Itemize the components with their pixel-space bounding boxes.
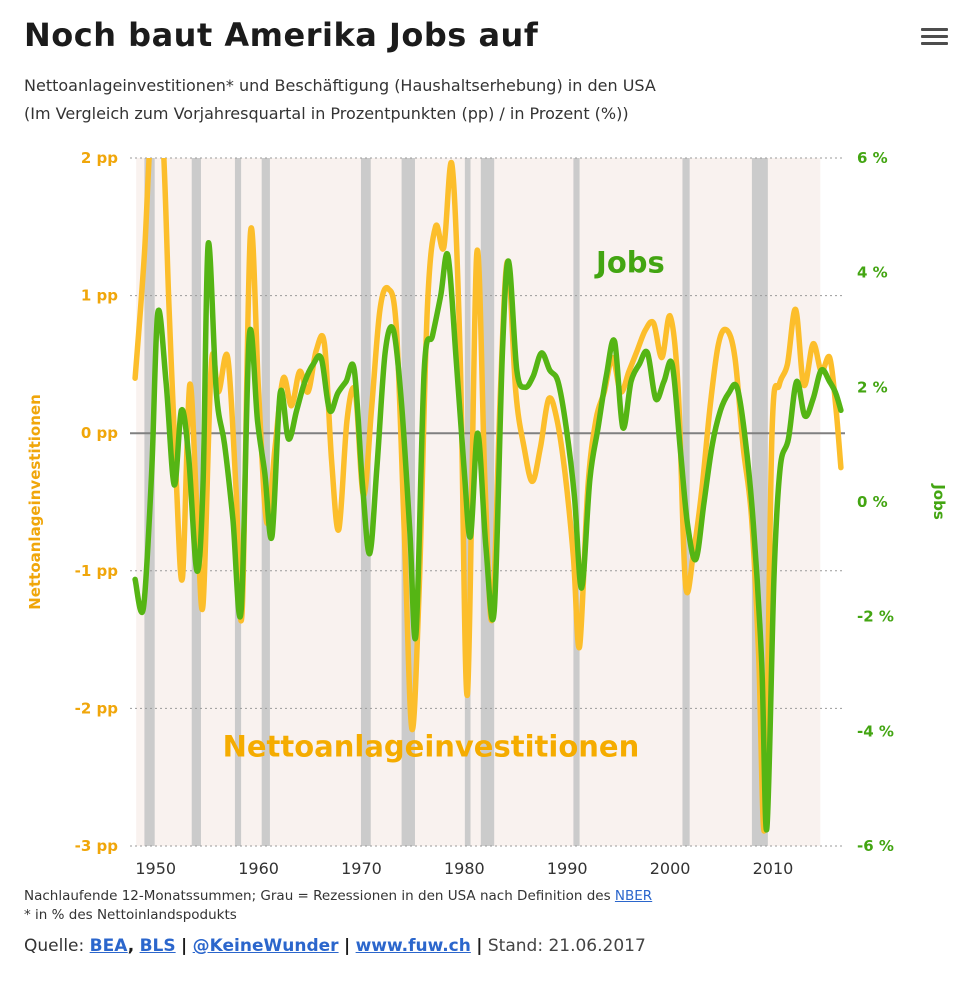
separator: | bbox=[343, 936, 351, 956]
left-axis-tick-label: -3 pp bbox=[75, 837, 119, 855]
jobs-series-line bbox=[132, 240, 844, 833]
context-menu-button[interactable] bbox=[921, 28, 948, 49]
series-label-jobs: Jobs bbox=[594, 246, 665, 280]
bls-link[interactable]: BLS bbox=[139, 936, 176, 956]
right-axis-tick-label: -2 % bbox=[857, 608, 894, 626]
keinewunder-link[interactable]: @KeineWunder bbox=[192, 936, 339, 956]
bea-link[interactable]: BEA bbox=[89, 936, 128, 956]
left-axis-title: Nettoanlageinvestitionen bbox=[26, 394, 44, 610]
page-title: Noch baut Amerika Jobs auf bbox=[24, 16, 539, 54]
right-axis-tick-label: -6 % bbox=[857, 837, 894, 855]
right-axis-tick-label: 6 % bbox=[857, 149, 888, 167]
source-prefix: Quelle: bbox=[24, 936, 85, 956]
left-axis-tick-label: -1 pp bbox=[75, 562, 119, 580]
right-axis-tick-label: 2 % bbox=[857, 378, 888, 396]
investment-series-line bbox=[132, 158, 844, 834]
separator: | bbox=[476, 936, 483, 956]
chart-subtitle-line2: (Im Vergleich zum Vorjahresquartal in Pr… bbox=[24, 104, 629, 123]
left-axis-tick-label: 1 pp bbox=[81, 287, 118, 305]
hamburger-icon bbox=[921, 42, 948, 45]
x-axis-tick-label: 1970 bbox=[341, 859, 382, 878]
left-axis-tick-label: 2 pp bbox=[81, 149, 118, 167]
footnote-text: Nachlaufende 12-Monatssummen; Grau = Rez… bbox=[24, 888, 615, 904]
x-axis-tick-label: 1980 bbox=[444, 859, 485, 878]
right-axis-tick-label: 0 % bbox=[857, 493, 888, 511]
chart-footnote-asterisk: * in % des Nettoinlandspodukts bbox=[24, 907, 237, 923]
left-axis-tick-label: 0 pp bbox=[81, 424, 118, 442]
right-axis-tick-label: -4 % bbox=[857, 722, 894, 740]
x-axis-tick-label: 1950 bbox=[135, 859, 176, 878]
x-axis-tick-label: 2010 bbox=[753, 859, 794, 878]
hamburger-icon bbox=[921, 35, 948, 38]
separator: , bbox=[127, 936, 135, 956]
x-axis-tick-label: 2000 bbox=[650, 859, 691, 878]
chart-footnote: Nachlaufende 12-Monatssummen; Grau = Rez… bbox=[24, 888, 652, 904]
right-axis-title: Jobs bbox=[930, 483, 948, 520]
series-label-nettoanlageinvestitionen: Nettoanlageinvestitionen bbox=[223, 730, 640, 764]
chart-subtitle-line1: Nettoanlageinvestitionen* und Beschäftig… bbox=[24, 76, 656, 95]
fuw-link[interactable]: www.fuw.ch bbox=[355, 936, 471, 956]
left-axis-tick-label: -2 pp bbox=[75, 699, 119, 717]
source-line: Quelle: BEA, BLS | @KeineWunder | www.fu… bbox=[24, 936, 646, 956]
nber-link[interactable]: NBER bbox=[614, 888, 653, 904]
hamburger-icon bbox=[921, 28, 948, 31]
x-axis-tick-label: 1990 bbox=[547, 859, 588, 878]
stand-date: Stand: 21.06.2017 bbox=[487, 936, 646, 956]
x-axis-tick-label: 1960 bbox=[238, 859, 279, 878]
separator: | bbox=[181, 936, 188, 956]
right-axis-tick-label: 4 % bbox=[857, 264, 888, 282]
